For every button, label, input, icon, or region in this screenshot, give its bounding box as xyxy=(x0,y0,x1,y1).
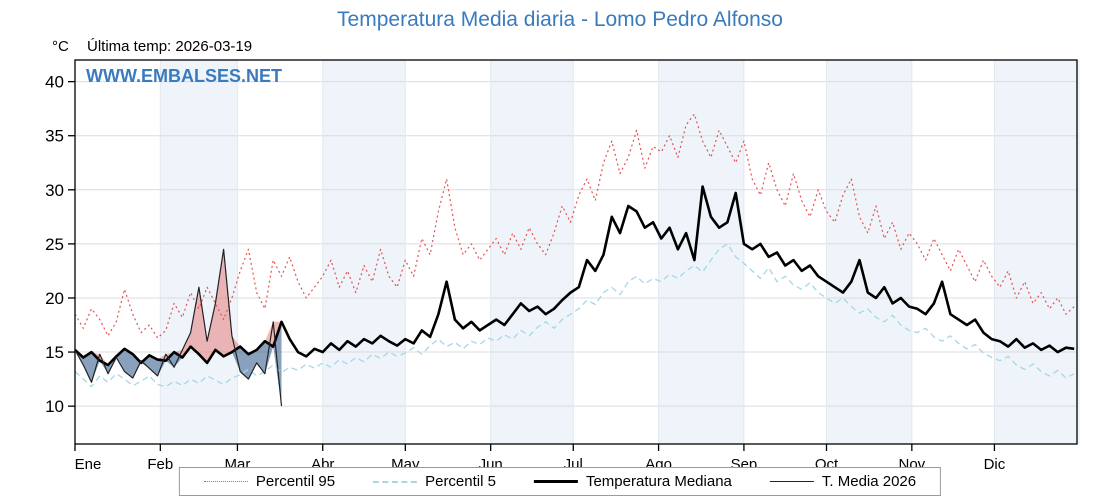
series-line-t-media-2026 xyxy=(74,248,283,407)
fill-above-median xyxy=(75,249,282,365)
legend-line-sample xyxy=(203,481,248,482)
chart-title: Temperatura Media diaria - Lomo Pedro Al… xyxy=(337,8,783,31)
x-month-label: Dic xyxy=(984,456,1006,471)
month-band xyxy=(658,60,744,444)
last-temp-label: Última temp: 2026-03-19 xyxy=(87,38,253,55)
axis-frame xyxy=(74,59,1078,445)
fill-below-median xyxy=(75,321,282,407)
watermark-text: WWW.EMBALSES.NET xyxy=(86,66,282,86)
month-band xyxy=(322,60,406,444)
series-line-temperatura-mediana xyxy=(74,185,1075,367)
month-band xyxy=(994,60,1080,444)
chart-subtitle: °C Última temp: 2026-03-19 xyxy=(52,38,252,55)
y-tick-label: 35 xyxy=(45,127,64,146)
series-line-percentil-5 xyxy=(74,243,1075,388)
month-band xyxy=(826,60,912,444)
legend-label: Percentil 95 xyxy=(255,473,336,490)
legend-label: Temperatura Mediana xyxy=(585,473,732,490)
x-month-label: Feb xyxy=(147,456,173,471)
legend-label: T. Media 2026 xyxy=(821,473,917,490)
chart-legend: Percentil 95 Percentil 5 Temperatura Media… xyxy=(178,467,942,496)
legend-label: Percentil 5 xyxy=(425,473,496,490)
series-line-percentil-95 xyxy=(74,113,1075,339)
y-tick-label: 40 xyxy=(45,73,64,92)
legend-line-sample xyxy=(769,481,814,482)
legend-item-percentil-5: Percentil 5 xyxy=(373,473,496,490)
y-tick-label: 20 xyxy=(45,289,64,308)
y-tick-label: 30 xyxy=(45,181,64,200)
y-axis-units-label: °C xyxy=(52,38,69,55)
month-band xyxy=(490,60,574,444)
legend-item-percentil-95: Percentil 95 xyxy=(203,473,336,490)
legend-item-t-media-2026: T. Media 2026 xyxy=(769,473,917,490)
month-band xyxy=(160,60,238,444)
legend-line-sample xyxy=(533,480,578,483)
y-tick-label: 10 xyxy=(45,397,64,416)
legend-line-sample xyxy=(373,480,418,483)
x-month-label: Ene xyxy=(75,456,102,471)
y-tick-label: 25 xyxy=(45,235,64,254)
legend-item-temperatura-mediana: Temperatura Mediana xyxy=(533,473,732,490)
y-tick-label: 15 xyxy=(45,343,64,362)
